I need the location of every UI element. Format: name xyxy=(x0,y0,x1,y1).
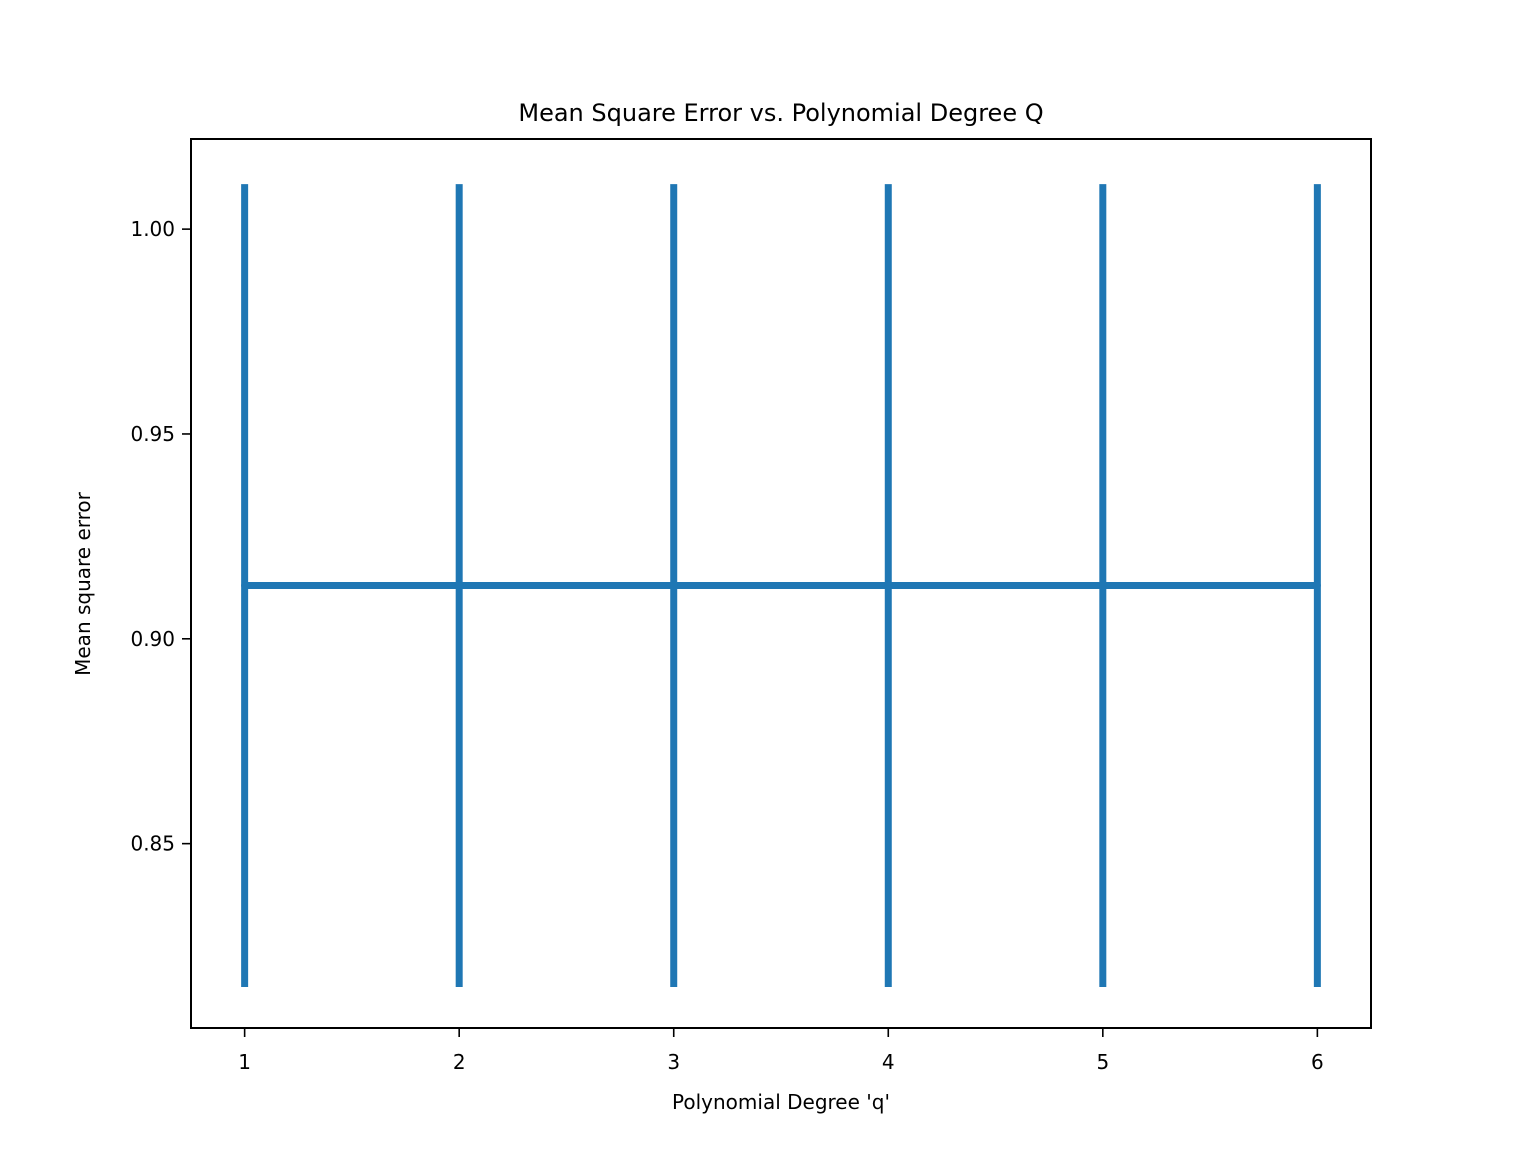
plot-area xyxy=(241,184,1321,988)
data-point-1-2 xyxy=(455,582,463,590)
data-point-1-4 xyxy=(884,582,892,590)
chart-title: Mean Square Error vs. Polynomial Degree … xyxy=(518,99,1043,127)
data-point-1-1 xyxy=(241,582,249,590)
x-tick-label-6: 6 xyxy=(1311,1050,1324,1074)
data-point-1-6 xyxy=(1313,582,1321,590)
y-tick-label-0.90: 0.90 xyxy=(130,627,175,651)
axes-frame xyxy=(190,138,1372,1029)
y-tick-label-1.00: 1.00 xyxy=(130,217,175,241)
x-tick-label-3: 3 xyxy=(667,1050,680,1074)
x-tick-label-4: 4 xyxy=(882,1050,895,1074)
x-tick-label-5: 5 xyxy=(1096,1050,1109,1074)
x-axis-ticks: 1 2 3 4 5 6 xyxy=(238,1028,1324,1074)
data-point-1-5 xyxy=(1099,582,1107,590)
x-axis-label: Polynomial Degree 'q' xyxy=(672,1090,890,1114)
data-point-1-3 xyxy=(670,582,678,590)
x-tick-label-2: 2 xyxy=(453,1050,466,1074)
x-tick-label-1: 1 xyxy=(238,1050,251,1074)
y-tick-label-0.85: 0.85 xyxy=(130,832,175,856)
y-axis-label: Mean square error xyxy=(71,491,95,676)
y-tick-label-0.95: 0.95 xyxy=(130,422,175,446)
y-axis-ticks: 0.85 0.90 0.95 1.00 xyxy=(130,217,191,856)
